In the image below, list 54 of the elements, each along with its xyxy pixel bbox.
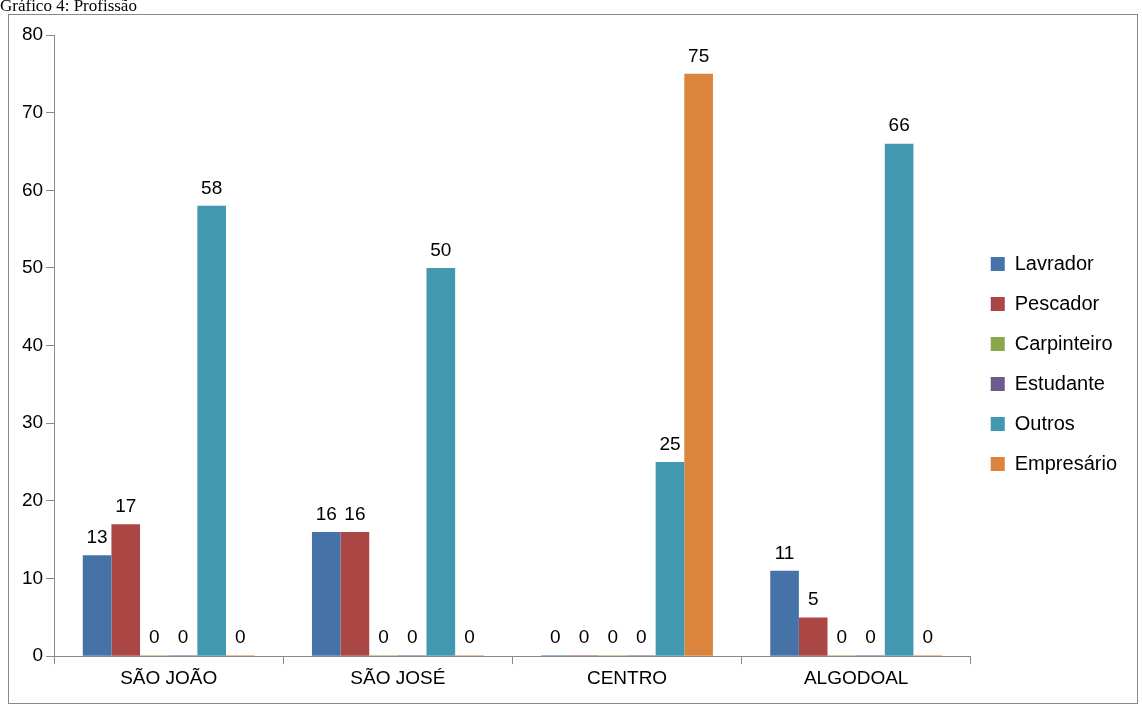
y-tick-label: 20	[21, 489, 44, 511]
data-label: 50	[430, 238, 452, 260]
data-label: 0	[550, 625, 561, 647]
y-tick-label: 30	[21, 411, 44, 433]
data-label: 66	[888, 114, 910, 136]
bar	[197, 205, 226, 656]
y-tick-label: 40	[21, 333, 44, 355]
data-label: 25	[659, 432, 681, 454]
legend-label: Carpinteiro	[1014, 331, 1113, 354]
data-label: 17	[115, 494, 137, 516]
data-label: 0	[378, 625, 389, 647]
x-tick-label: ALGODOAL	[803, 666, 909, 688]
data-label: 0	[235, 625, 246, 647]
data-label: 58	[201, 176, 223, 198]
data-label: 0	[578, 625, 590, 647]
bar	[884, 143, 914, 656]
y-tick-label: 50	[21, 256, 44, 278]
data-label: 11	[774, 541, 795, 563]
legend-label: Estudante	[1014, 371, 1105, 394]
y-tick-label: 80	[21, 23, 44, 45]
legend-label: Pescador	[1014, 291, 1100, 314]
data-label: 0	[607, 625, 618, 647]
data-label: 16	[315, 502, 337, 524]
data-label: 0	[836, 625, 848, 647]
legend-label: Outros	[1014, 411, 1075, 434]
data-label: 0	[636, 625, 647, 647]
data-label: 0	[406, 625, 418, 647]
x-tick-label: SÃO JOÃO	[120, 666, 218, 688]
bar	[340, 531, 370, 656]
x-tick-label: SÃO JOSÉ	[350, 666, 446, 688]
data-label: 75	[688, 44, 710, 66]
bar	[655, 462, 685, 656]
data-label: 13	[86, 525, 108, 547]
bar	[798, 617, 828, 656]
bar	[311, 531, 341, 656]
legend-label: Empresário	[1014, 451, 1118, 474]
data-label: 0	[464, 625, 475, 647]
y-tick-label: 60	[21, 178, 44, 200]
y-tick-label: 70	[21, 100, 44, 122]
data-label: 16	[344, 502, 366, 524]
legend-label: Lavrador	[1014, 251, 1095, 274]
bar	[684, 73, 713, 656]
bar	[770, 570, 799, 656]
data-label: 0	[922, 625, 934, 647]
data-label: 5	[807, 588, 819, 610]
y-tick-label: 10	[21, 566, 44, 588]
bar	[111, 524, 141, 656]
data-label: 0	[865, 625, 876, 647]
bar	[82, 555, 112, 656]
x-tick-label: CENTRO	[586, 666, 668, 688]
data-label: 0	[177, 625, 189, 647]
data-label: 0	[149, 625, 160, 647]
bar	[426, 267, 456, 656]
y-tick-label: 0	[32, 644, 44, 666]
